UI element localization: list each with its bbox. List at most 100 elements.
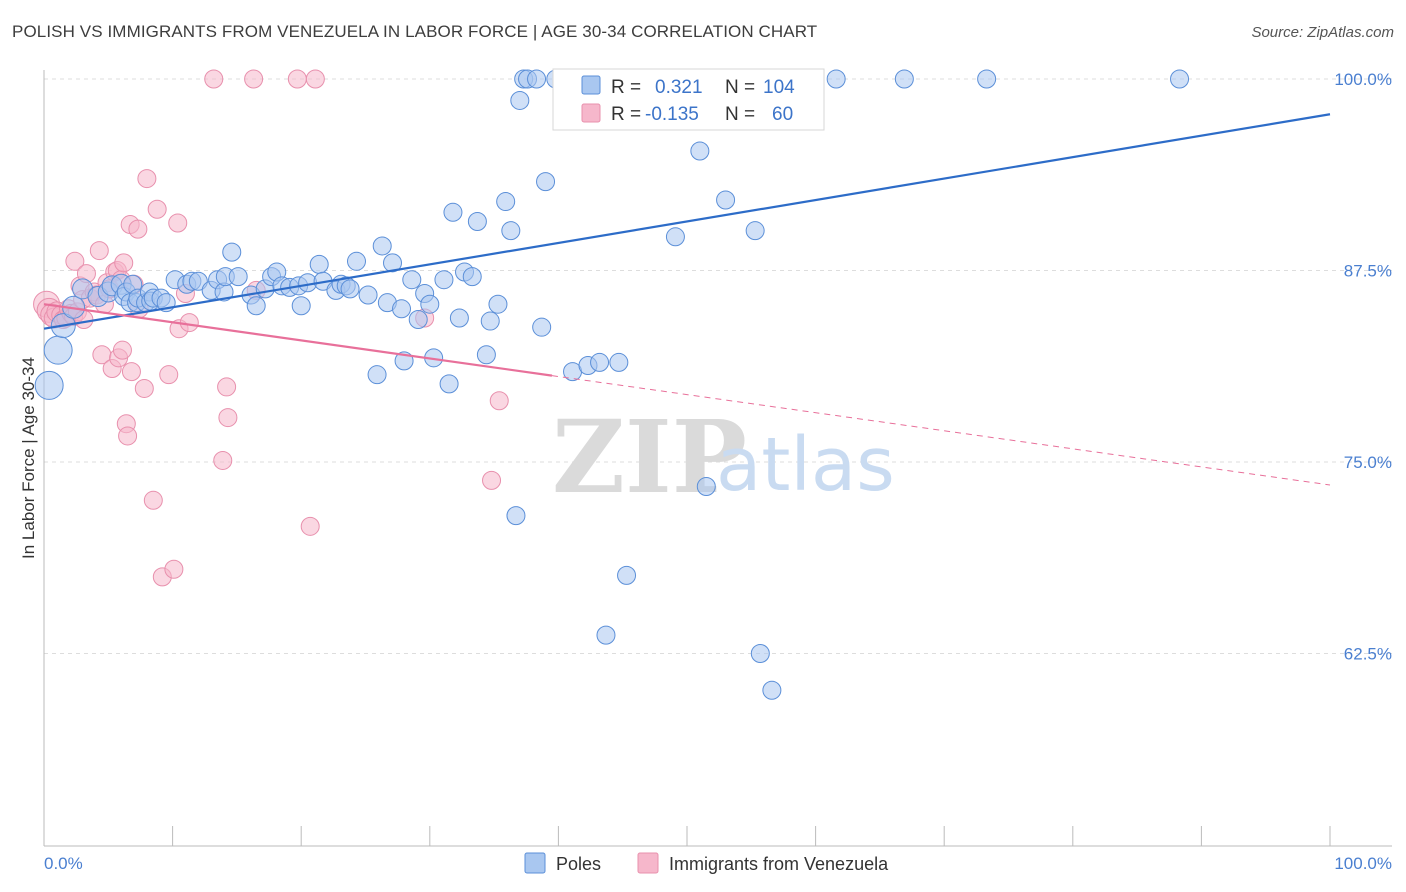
venezuela-point — [65, 251, 85, 271]
poles-point — [449, 308, 469, 328]
poles-point — [696, 477, 716, 497]
watermark: ZIP atlas — [552, 398, 895, 516]
venezuela-point — [287, 69, 307, 89]
venezuela-point — [489, 391, 509, 411]
poles-point — [291, 296, 311, 316]
x-ticks — [43, 826, 1331, 846]
venezuela-point — [143, 490, 163, 510]
stats-swatch-poles — [581, 75, 601, 95]
chart-source: Source: ZipAtlas.com — [1251, 24, 1394, 41]
stats-swatch-venezuela — [581, 103, 601, 123]
poles-point — [340, 279, 360, 299]
poles-point — [716, 190, 736, 210]
poles-point — [977, 69, 997, 89]
poles-point — [367, 365, 387, 385]
poles-point — [826, 69, 846, 89]
venezuela-point — [164, 559, 184, 579]
poles-point — [346, 251, 366, 271]
venezuela-point — [300, 516, 320, 536]
poles-point — [439, 374, 459, 394]
poles-point — [609, 352, 629, 372]
poles-point — [443, 202, 463, 222]
poles-point — [750, 644, 770, 663]
stats-r-label-venezuela: R = — [611, 104, 641, 125]
poles-point — [246, 296, 266, 316]
venezuela-point — [159, 365, 179, 385]
venezuela-point — [244, 69, 264, 89]
poles-point — [188, 271, 208, 291]
poles-point — [510, 90, 530, 110]
poles-point — [420, 294, 440, 314]
legend-swatch-venezuela — [637, 852, 659, 874]
poles-point — [392, 299, 412, 319]
legend-label-poles: Poles — [556, 854, 601, 874]
venezuela-point — [121, 362, 141, 382]
poles-point — [43, 335, 73, 365]
legend-item-venezuela[interactable]: Immigrants from Venezuela — [637, 852, 889, 874]
venezuela-point — [168, 213, 188, 233]
poles-point — [476, 345, 496, 365]
stats-r-value-poles: 0.321 — [655, 77, 703, 98]
poles-point — [1170, 69, 1190, 89]
poles-point — [434, 270, 454, 290]
poles-point — [402, 270, 422, 290]
poles-point — [690, 141, 710, 161]
poles-point — [309, 254, 329, 274]
venezuela-point — [179, 313, 199, 333]
watermark-zip: ZIP — [552, 398, 747, 516]
poles-point — [527, 69, 547, 89]
poles-point — [408, 310, 428, 330]
venezuela-point — [218, 408, 238, 428]
poles-point — [596, 625, 616, 645]
poles-point — [590, 352, 610, 372]
poles-point — [383, 253, 403, 273]
venezuela-point — [128, 219, 148, 239]
watermark-atlas: atlas — [716, 422, 895, 508]
stats-n-label-poles: N = — [725, 77, 755, 98]
y-tick-label: 62.5% — [1344, 645, 1392, 664]
legend-item-poles[interactable]: Poles — [524, 852, 601, 874]
legend-label-venezuela: Immigrants from Venezuela — [669, 854, 889, 874]
poles-point — [488, 294, 508, 314]
poles-point — [462, 267, 482, 287]
venezuela-point — [134, 378, 154, 398]
poles-point — [894, 69, 914, 89]
trend-line-poles — [43, 113, 1331, 330]
poles-point — [536, 172, 556, 192]
poles-point — [372, 236, 392, 256]
poles-point — [617, 565, 637, 585]
venezuela-point — [137, 169, 157, 189]
venezuela-point — [89, 241, 109, 261]
poles-point — [496, 192, 516, 212]
venezuela-point — [118, 426, 138, 446]
poles-point — [501, 221, 521, 241]
grid — [44, 78, 1392, 654]
venezuela-point — [204, 69, 224, 89]
venezuela-point — [305, 69, 325, 89]
x-tick-label-min: 0.0% — [44, 854, 83, 873]
venezuela-point — [112, 340, 132, 360]
poles-point — [532, 317, 552, 337]
poles-point — [228, 267, 248, 287]
poles-point — [745, 221, 765, 241]
venezuela-point — [217, 377, 237, 397]
venezuela-point — [114, 253, 134, 273]
stats-r-value-venezuela: -0.135 — [645, 104, 699, 125]
venezuela-point — [213, 450, 233, 470]
venezuela-point — [147, 199, 167, 219]
poles-point — [358, 285, 378, 305]
venezuela-point — [482, 470, 502, 490]
y-tick-labels: 100.0% 87.5% 75.0% 62.5% — [1334, 70, 1392, 664]
series-venezuela-points — [33, 69, 509, 587]
stats-n-label-venezuela: N = — [725, 104, 755, 125]
chart-title: POLISH VS IMMIGRANTS FROM VENEZUELA IN L… — [12, 22, 818, 41]
x-tick-label-max: 100.0% — [1334, 854, 1392, 873]
stats-n-value-poles: 104 — [763, 77, 795, 98]
series-poles-points — [34, 69, 1190, 700]
poles-point — [480, 311, 500, 331]
trend-lines — [43, 113, 1331, 486]
stats-n-value-venezuela: 60 — [772, 104, 793, 125]
poles-point — [665, 227, 685, 247]
trend-line-venezuela — [43, 303, 553, 377]
